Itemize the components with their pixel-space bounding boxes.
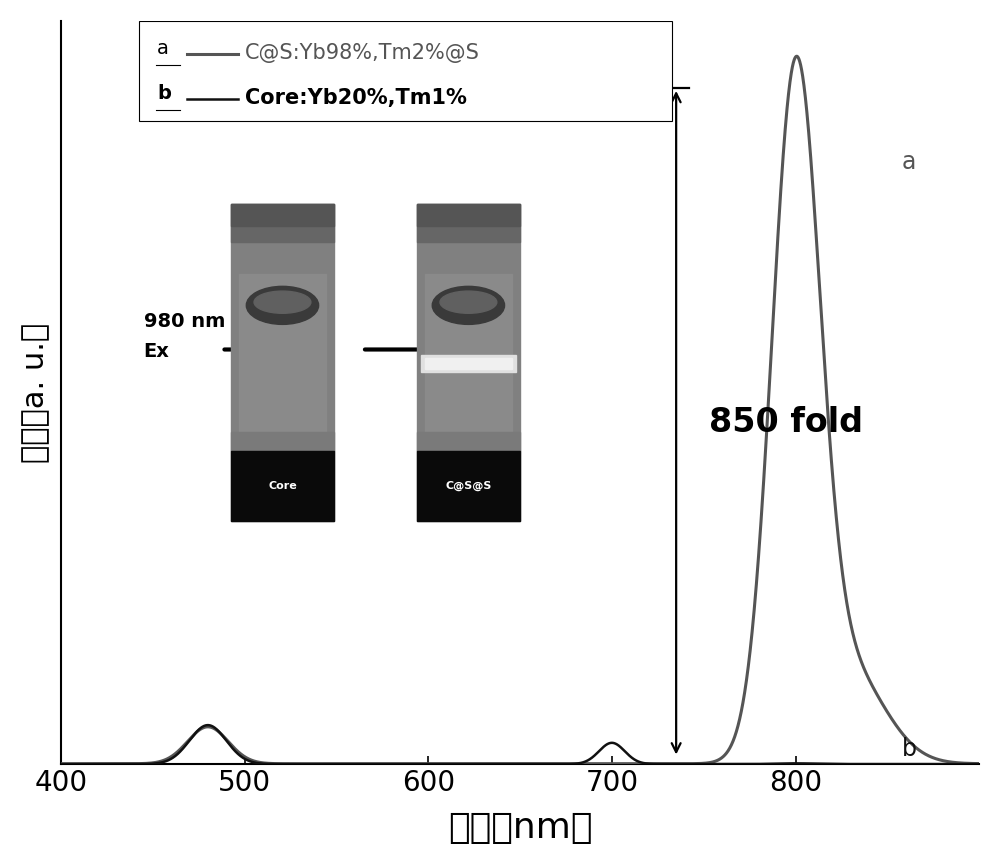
Text: a: a xyxy=(157,40,169,58)
Text: Ex: Ex xyxy=(144,342,169,361)
Text: Core:Yb20%,Tm1%: Core:Yb20%,Tm1% xyxy=(245,87,466,107)
Y-axis label: 强度（a. u.）: 强度（a. u.） xyxy=(21,322,50,462)
Text: b: b xyxy=(157,84,171,103)
Text: 850 fold: 850 fold xyxy=(709,406,863,439)
FancyBboxPatch shape xyxy=(139,21,672,121)
Text: b: b xyxy=(902,737,917,761)
Text: 980 nm: 980 nm xyxy=(144,313,225,332)
Text: C@S:Yb98%,Tm2%@S: C@S:Yb98%,Tm2%@S xyxy=(245,43,479,63)
X-axis label: 波长（nm）: 波长（nm） xyxy=(448,811,592,845)
Text: a: a xyxy=(902,151,916,174)
